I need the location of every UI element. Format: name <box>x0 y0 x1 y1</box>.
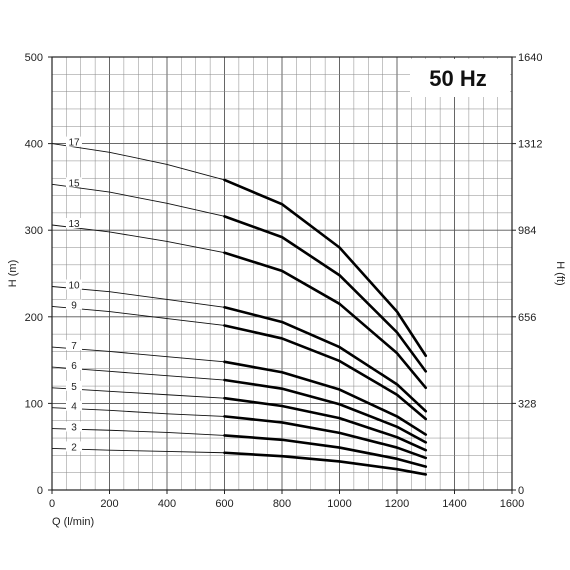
badge-background <box>410 59 510 97</box>
curve-label-7: 7 <box>71 341 77 352</box>
curve-label-bg <box>66 279 82 290</box>
curve-label-5: 5 <box>71 382 77 393</box>
curve-label-bg <box>66 299 82 310</box>
curve-label-4: 4 <box>71 402 77 413</box>
curve-15-thin <box>51 183 225 217</box>
y-tick-label-left: 300 <box>25 225 43 237</box>
curve-label-2: 2 <box>71 442 77 453</box>
curve-13-thin <box>51 224 225 254</box>
x-tick-label: 1200 <box>385 498 409 510</box>
y-tick-label-left: 500 <box>25 52 43 64</box>
curve-label-17: 17 <box>68 138 80 149</box>
curve-label-bg <box>66 340 82 351</box>
curve-label-10: 10 <box>68 280 80 291</box>
curve-label-bg <box>66 177 82 188</box>
curve-4-operating <box>223 415 428 460</box>
y-tick-label-right: 984 <box>518 225 536 237</box>
x-tick-label: 400 <box>158 498 176 510</box>
x-tick-label: 200 <box>100 498 118 510</box>
ticks: 0 200 400 600 800 1000 1200 1400 160001002003004… <box>25 52 543 510</box>
curves: 2 3 4 5 6 7 9 10 13 15 17 <box>51 136 428 476</box>
curve-label-15: 15 <box>68 178 80 189</box>
badge: 50 Hz <box>410 59 510 97</box>
y-axis-title-left: H (m) <box>7 260 19 288</box>
y-tick-label-right: 1312 <box>518 139 542 151</box>
y-tick-label-right: 328 <box>518 398 536 410</box>
curve-17-thin <box>51 143 225 181</box>
curve-17-operating <box>223 178 428 358</box>
grid <box>51 56 513 491</box>
x-tick-label: 1000 <box>327 498 351 510</box>
curve-label-bg <box>66 380 82 391</box>
curve-15-operating <box>223 215 428 373</box>
frequency-badge: 50 Hz <box>429 66 486 91</box>
y-tick-label-left: 200 <box>25 312 43 324</box>
curve-label-bg <box>66 136 82 147</box>
y-tick-label-left: 100 <box>25 398 43 410</box>
curve-7-operating <box>223 360 428 436</box>
curve-label-9: 9 <box>71 300 77 311</box>
y-tick-label-right: 1640 <box>518 52 542 64</box>
curve-label-bg <box>66 360 82 371</box>
curve-label-bg <box>66 218 82 229</box>
curve-label-6: 6 <box>71 361 77 372</box>
curve-2-operating <box>223 451 428 476</box>
x-tick-label: 1600 <box>500 498 524 510</box>
curve-label-3: 3 <box>71 423 77 434</box>
curve-label-bg <box>66 421 82 432</box>
curve-9-operating <box>223 324 428 421</box>
curve-10-operating <box>223 305 428 413</box>
curve-5-operating <box>223 396 428 452</box>
curve-13-operating <box>223 251 428 390</box>
y-axis-title-right: H (ft) <box>554 261 566 285</box>
x-tick-label: 0 <box>49 498 55 510</box>
y-tick-label-left: 400 <box>25 139 43 151</box>
y-tick-label-right: 0 <box>518 485 524 497</box>
x-tick-label: 800 <box>273 498 291 510</box>
y-tick-label-right: 656 <box>518 312 536 324</box>
y-tick-label-left: 0 <box>37 485 43 497</box>
curve-label-bg <box>66 441 82 452</box>
curve-3-operating <box>223 434 428 468</box>
x-axis-title: Q (l/min) <box>52 516 94 528</box>
curve-6-operating <box>223 378 428 444</box>
x-tick-label: 1400 <box>442 498 466 510</box>
curve-label-13: 13 <box>68 219 80 230</box>
curve-label-bg <box>66 400 82 411</box>
x-tick-label: 600 <box>215 498 233 510</box>
